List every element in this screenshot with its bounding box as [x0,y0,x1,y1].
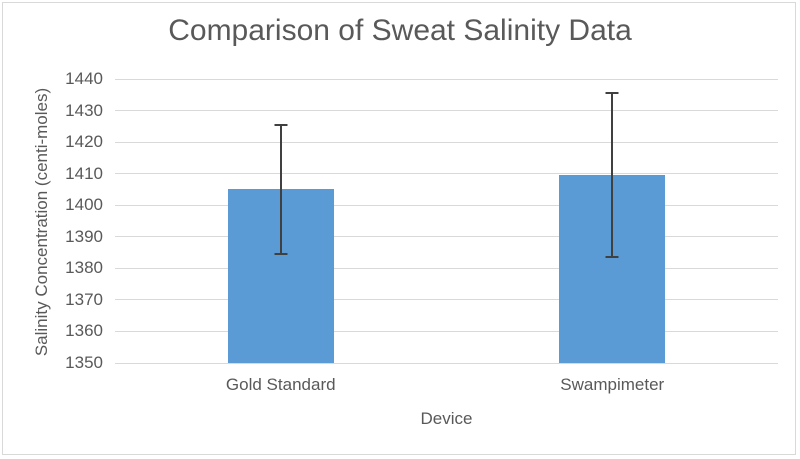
chart-border [2,2,796,455]
y-tick-label: 1350 [65,353,103,372]
y-tick-label: 1420 [65,132,103,152]
y-tick-label: 1400 [65,195,103,215]
y-gridline [115,141,778,143]
y-tick-label: 1430 [65,100,103,120]
y-tick-label: 1370 [65,289,103,309]
error-bar-top-cap [605,92,619,95]
y-gridline [115,110,778,112]
y-gridline [115,267,778,269]
error-bar-top-cap [274,123,288,126]
x-category-label: Gold Standard [225,375,336,394]
y-tick-label: 1390 [65,226,103,246]
y-gridline [115,204,778,206]
y-tick-label: 1410 [65,163,103,183]
y-gridline [115,236,778,238]
y-tick-label: 1440 [65,69,103,88]
y-tick-label: 1360 [65,321,103,341]
error-bar [611,93,614,258]
y-gridline [115,330,778,332]
y-axis-title: Salinity Concentration (centi-moles) [32,87,51,357]
y-tick-label: 1380 [65,258,103,278]
y-gridline [115,299,778,301]
error-bar-bottom-cap [605,256,619,259]
y-gridline [115,78,778,80]
error-bar [279,124,282,255]
y-gridline [115,173,778,175]
x-axis-title: Device [420,409,473,428]
x-category-label: Swampimeter [560,375,665,394]
error-bar-bottom-cap [274,253,288,256]
x-axis-line [115,362,778,364]
chart-title: Comparison of Sweat Salinity Data [168,14,632,47]
